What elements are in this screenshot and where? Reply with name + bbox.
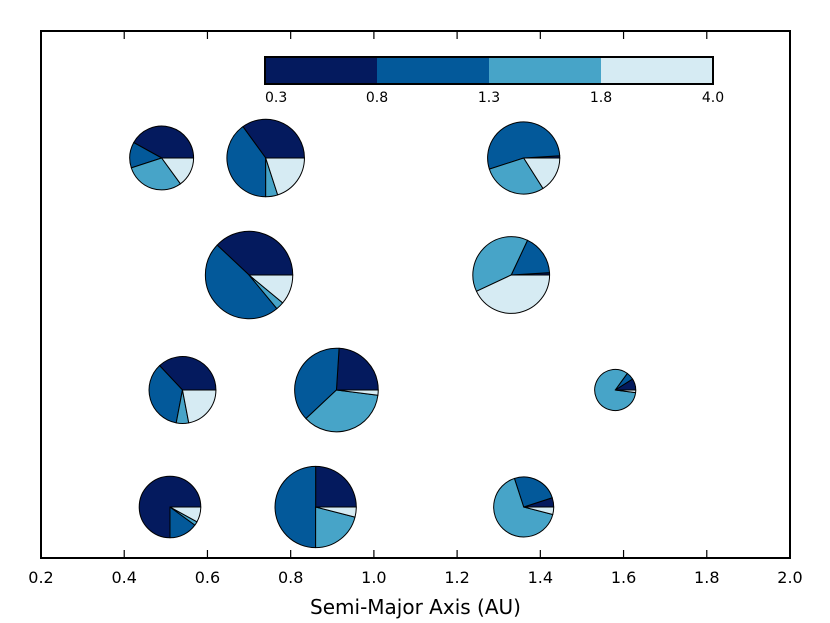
- colorbar-label: 0.3: [265, 90, 287, 106]
- x-tick-label: 1.6: [611, 568, 636, 587]
- pie-slice: [335, 347, 379, 391]
- pie-slice: [475, 274, 551, 314]
- x-axis: 0.2 0.4 0.6 0.8 1.0 1.2 1.4 1.6 1.8 2.0: [28, 31, 803, 587]
- colorbar: 0.3 0.8 1.3 1.8 4.0: [264, 56, 724, 106]
- pie-slice: [159, 356, 217, 391]
- pie-3: [487, 121, 561, 195]
- pie-slice: [216, 230, 294, 276]
- x-tick-label: 0.6: [195, 568, 220, 587]
- pie-2: [226, 118, 305, 198]
- pie-10: [274, 465, 357, 549]
- pie-groups: [129, 118, 637, 549]
- x-axis-label: Semi-Major Axis (AU): [310, 595, 521, 619]
- pie-slice: [523, 157, 561, 189]
- colorbar-bin: [377, 57, 489, 84]
- pie-8: [594, 369, 637, 412]
- pie-slice: [248, 274, 294, 304]
- pie-slice: [265, 157, 305, 196]
- pie-slice: [161, 157, 195, 185]
- pie-slice: [488, 157, 544, 195]
- pie-1: [129, 125, 195, 191]
- pie-slice: [315, 506, 356, 549]
- colorbar-bin: [265, 57, 377, 84]
- colorbar-bin: [489, 57, 601, 84]
- pie-5: [472, 236, 551, 314]
- pie-slice: [148, 365, 183, 424]
- x-tick-label: 1.4: [528, 568, 553, 587]
- pie-7: [294, 347, 379, 433]
- pie-slice: [294, 347, 340, 420]
- pie-slice: [493, 477, 554, 538]
- pie-slice: [138, 475, 202, 539]
- pie-slice: [472, 236, 529, 292]
- colorbar-label: 1.3: [478, 90, 500, 106]
- x-tick-label: 0.2: [28, 568, 53, 587]
- pie-slice: [130, 157, 181, 191]
- x-tick-label: 0.4: [111, 568, 136, 587]
- pie-slice: [305, 389, 379, 433]
- pie-slice: [181, 389, 217, 424]
- pie-slice: [513, 476, 553, 508]
- pie-slice: [315, 506, 357, 518]
- pie-slice: [523, 506, 555, 515]
- pie-slice: [335, 389, 379, 396]
- x-tick-label: 2.0: [777, 568, 802, 587]
- x-tick-label: 1.8: [694, 568, 719, 587]
- pie-slice: [242, 118, 305, 159]
- pie-slice: [169, 506, 202, 523]
- colorbar-frame: [264, 56, 714, 85]
- x-tick-label: 0.8: [278, 568, 303, 587]
- x-tick-label: 1.0: [361, 568, 386, 587]
- pie-slice: [315, 465, 357, 508]
- colorbar-label: 0.8: [366, 90, 388, 106]
- pie-slice: [226, 126, 267, 198]
- colorbar-label: 1.8: [590, 90, 612, 106]
- colorbar-bin: [601, 57, 713, 84]
- pie-6: [148, 356, 217, 424]
- pie-9: [138, 475, 202, 539]
- x-tick-label: 1.2: [444, 568, 469, 587]
- pie-11: [493, 476, 555, 538]
- colorbar-label: 4.0: [702, 90, 724, 106]
- plot-frame: [40, 30, 791, 559]
- pie-slice: [204, 244, 278, 320]
- pie-4: [204, 230, 294, 320]
- pie-slice: [614, 389, 637, 394]
- pie-slice: [274, 465, 317, 549]
- pie-slice: [487, 121, 561, 170]
- pie-slice: [133, 125, 195, 159]
